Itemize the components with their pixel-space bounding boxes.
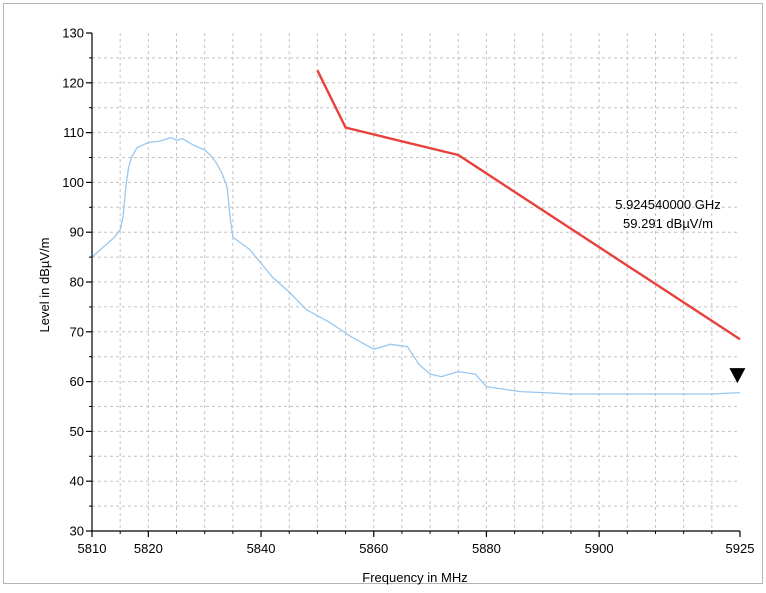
x-axis-label: Frequency in MHz [362, 570, 467, 585]
x-tick-label: 5900 [585, 541, 614, 556]
marker-level-readout: 59.291 dBµV/m [623, 216, 713, 231]
x-tick-label: 5840 [247, 541, 276, 556]
y-tick-label: 120 [62, 75, 84, 90]
y-tick-label: 130 [62, 26, 84, 41]
x-tick-label: 5860 [359, 541, 388, 556]
x-tick-label: 5880 [472, 541, 501, 556]
plot-area [91, 69, 746, 395]
x-tick-label: 5925 [726, 541, 755, 556]
y-tick-label: 110 [63, 125, 84, 140]
y-tick-label: 30 [70, 524, 84, 539]
x-tick-label: 5810 [78, 541, 107, 556]
y-axis-label: Level in dBµV/m [37, 238, 52, 333]
grid [92, 33, 740, 531]
y-tick-label: 50 [70, 424, 84, 439]
labels: Frequency in MHz Level in dBµV/m 5.92454… [37, 197, 721, 585]
y-tick-label: 40 [70, 474, 84, 489]
measurement-trace [91, 136, 741, 395]
marker-frequency-readout: 5.924540000 GHz [615, 197, 721, 212]
y-tick-label: 70 [70, 324, 84, 339]
x-tick-label: 5820 [134, 541, 163, 556]
limit-line [316, 69, 741, 341]
marker-triangle-icon [729, 368, 746, 384]
axes: 30 40 50 60 70 80 90 100 110 120 130 5810 5820 5840 58… [62, 26, 754, 557]
y-tick-label: 60 [70, 374, 84, 389]
y-tick-label: 80 [70, 275, 84, 290]
y-tick-label: 90 [70, 225, 84, 240]
outer-border [3, 3, 763, 584]
y-tick-label: 100 [62, 175, 84, 190]
